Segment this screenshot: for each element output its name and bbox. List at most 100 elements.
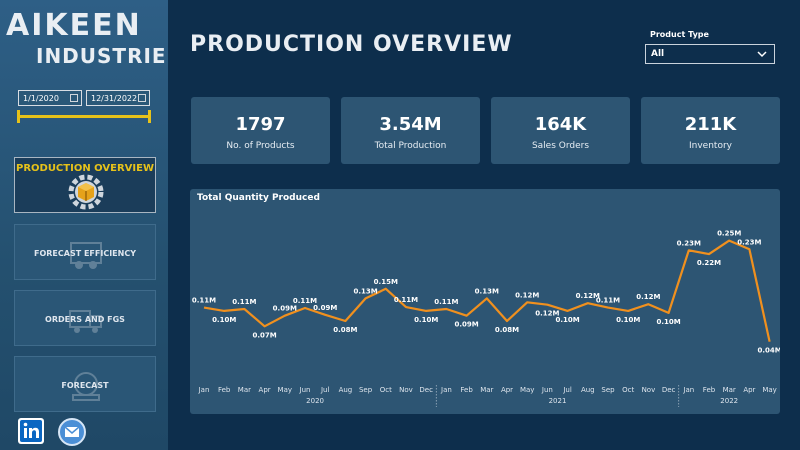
line-chart: 0.11M 0.10M 0.11M 0.07M 0.09M 0.11M 0.09M 0.08M… [192, 230, 780, 407]
nav-label: PRODUCTION OVERVIEW [15, 163, 154, 174]
nav-forecast[interactable]: FORECAST [14, 356, 156, 412]
date-range-slider[interactable] [18, 115, 150, 118]
x-tick-label: Feb [460, 386, 473, 394]
end-date-value: 12/31/2022 [91, 94, 138, 103]
data-label: 0.11M [394, 296, 418, 304]
year-label: 2022 [720, 397, 738, 405]
chevron-down-icon[interactable] [756, 48, 768, 60]
kpi-label: No. of Products [226, 141, 295, 151]
kpi-value: 164K [534, 114, 587, 135]
x-tick-label: Apr [743, 386, 755, 394]
year-label: 2020 [306, 397, 324, 405]
start-date-value: 1/1/2020 [23, 94, 59, 103]
data-label: 0.12M [535, 310, 559, 318]
x-tick-label: Oct [622, 386, 634, 394]
x-tick-label: Nov [642, 386, 656, 394]
data-label: 0.12M [576, 292, 600, 300]
x-tick-label: May [520, 386, 534, 394]
linkedin-icon[interactable] [18, 418, 44, 444]
data-label: 0.09M [454, 321, 478, 329]
series-line [203, 239, 771, 342]
x-tick-label: Mar [480, 386, 493, 394]
x-tick-label: May [762, 386, 776, 394]
x-tick-label: Feb [703, 386, 716, 394]
production-chart-panel: Total Quantity Produced 0.11M 0.10M 0.11M 0… [190, 189, 780, 414]
email-icon[interactable] [58, 418, 86, 446]
end-date-input[interactable]: 12/31/2022 [86, 90, 150, 106]
data-label: 0.15M [374, 278, 398, 286]
x-tick-label: Sep [601, 386, 615, 394]
x-tick-label: Jan [440, 386, 452, 394]
data-label: 0.10M [656, 318, 680, 326]
x-tick-label: Jun [299, 386, 311, 394]
data-label: 0.09M [273, 305, 297, 313]
data-label: 0.12M [636, 293, 660, 301]
x-tick-label: Mar [723, 386, 736, 394]
start-date-input[interactable]: 1/1/2020 [18, 90, 82, 106]
x-tick-label: Jan [198, 386, 210, 394]
nav-forecast-efficiency[interactable]: FORECAST EFFICIENCY [14, 224, 156, 280]
data-label: 0.12M [515, 291, 539, 299]
data-label: 0.10M [212, 316, 236, 324]
calendar-icon[interactable] [138, 94, 146, 102]
x-tick-label: Jan [682, 386, 694, 394]
kpi-label: Sales Orders [531, 141, 590, 151]
x-tick-label: Dec [419, 386, 433, 394]
kpi-card-total-production: 3.54M Total Production [341, 97, 480, 164]
data-label: 0.07M [252, 331, 276, 339]
year-label: 2021 [549, 397, 567, 405]
data-label: 0.04M [757, 347, 780, 355]
data-label: 0.11M [232, 298, 256, 306]
kpi-value: 3.54M [379, 114, 442, 135]
x-tick-label: Jul [562, 386, 572, 394]
people-chart-icon [70, 242, 102, 269]
box-gear-icon [68, 174, 104, 210]
nav-orders-and-fgs[interactable]: ORDERS AND FGS [14, 290, 156, 346]
page-title: PRODUCTION OVERVIEW [190, 32, 513, 57]
kpi-card-products: 1797 No. of Products [191, 97, 330, 164]
data-label: 0.11M [434, 298, 458, 306]
x-tick-label: Jun [541, 386, 553, 394]
sidebar: AIKEEN INDUSTRIES 1/1/2020 12/31/2022 PR… [0, 0, 181, 450]
data-label: 0.23M [737, 238, 761, 246]
product-type-label: Product Type [650, 30, 709, 39]
x-tick-label: Sep [359, 386, 373, 394]
x-tick-label: Dec [662, 386, 676, 394]
brand-name: AIKEEN [6, 8, 142, 43]
product-type-select[interactable]: All [645, 44, 775, 64]
x-tick-label: Mar [238, 386, 251, 394]
data-label: 0.08M [333, 326, 357, 334]
data-label: 0.25M [717, 230, 741, 238]
data-label: 0.22M [697, 259, 721, 267]
x-tick-label: Apr [259, 386, 271, 394]
nav-label: FORECAST [61, 381, 109, 390]
kpi-value: 1797 [235, 114, 286, 135]
slider-handle-end[interactable] [148, 110, 151, 123]
truck-box-icon [69, 310, 102, 333]
data-label: 0.08M [495, 326, 519, 334]
data-label: 0.23M [677, 239, 701, 247]
brand-subtitle: INDUSTRIES [36, 44, 182, 68]
chart-title: Total Quantity Produced [197, 193, 320, 203]
slider-handle-start[interactable] [17, 110, 20, 123]
calendar-icon[interactable] [70, 94, 78, 102]
money-chart-icon [72, 372, 100, 401]
data-label: 0.10M [555, 316, 579, 324]
x-tick-label: Feb [218, 386, 231, 394]
data-label: 0.13M [353, 287, 377, 295]
x-tick-label: Nov [399, 386, 413, 394]
data-label: 0.10M [616, 316, 640, 324]
data-label: 0.13M [475, 287, 499, 295]
data-label: 0.11M [596, 297, 620, 305]
kpi-value: 211K [684, 114, 737, 135]
x-tick-label: Apr [501, 386, 513, 394]
nav-production-overview[interactable]: PRODUCTION OVERVIEW [14, 157, 156, 213]
data-label: 0.09M [313, 304, 337, 312]
x-tick-label: Aug [339, 386, 353, 394]
kpi-card-inventory: 211K Inventory [641, 97, 780, 164]
kpi-label: Total Production [374, 141, 447, 151]
kpi-label: Inventory [689, 141, 732, 151]
nav-label: FORECAST EFFICIENCY [34, 249, 136, 258]
x-tick-label: Aug [581, 386, 595, 394]
x-tick-label: Jul [320, 386, 330, 394]
